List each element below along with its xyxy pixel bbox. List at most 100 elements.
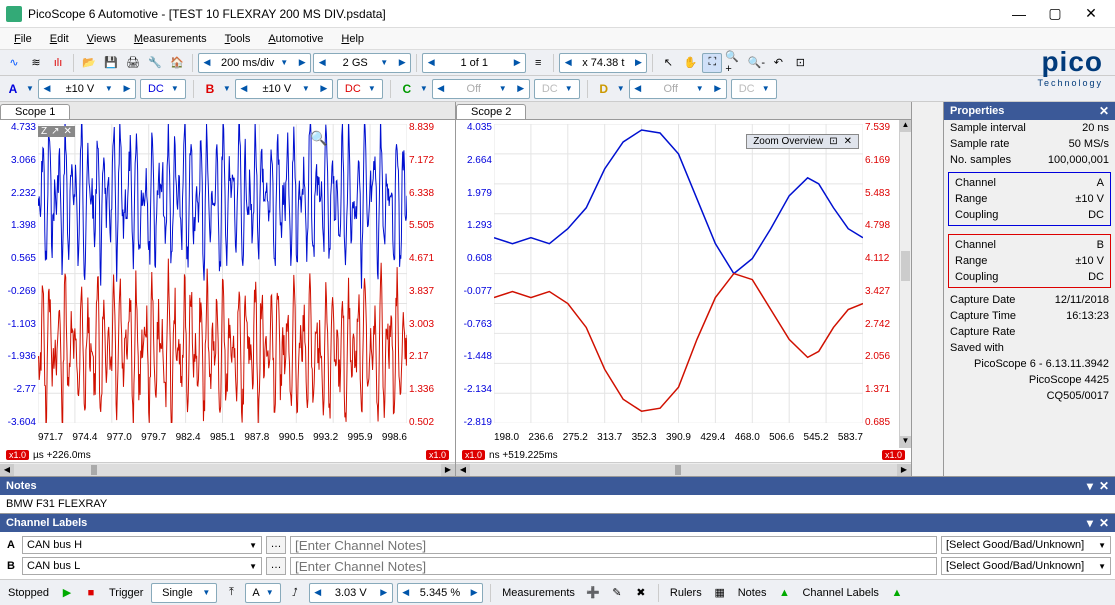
- channel-label-combo[interactable]: CAN bus L▼: [22, 557, 262, 575]
- prev-button[interactable]: ◀: [560, 54, 576, 72]
- save-icon[interactable]: 💾: [101, 53, 121, 73]
- channel-notes-input[interactable]: [290, 536, 937, 554]
- next-button[interactable]: ▶: [394, 54, 410, 72]
- menu-automotive[interactable]: Automotive: [260, 31, 331, 47]
- trigger-mode[interactable]: Single▼: [151, 583, 217, 603]
- pin-icon[interactable]: ▾: [1087, 516, 1093, 530]
- trigger-pretrigger[interactable]: ◀5.345 %▶: [397, 583, 483, 603]
- undo-zoom-icon[interactable]: ↶: [768, 53, 788, 73]
- magnifier-icon[interactable]: 🔍: [310, 130, 327, 147]
- zoom-in-icon[interactable]: 🔍+: [724, 53, 744, 73]
- channel-label-more-button[interactable]: …: [266, 536, 286, 554]
- ch-a-coupling[interactable]: DC▼: [140, 79, 186, 99]
- rulers-icon[interactable]: ▦: [710, 583, 730, 603]
- chanlabels-toggle-label: Channel Labels: [798, 587, 882, 599]
- trigger-label: Trigger: [105, 587, 147, 599]
- pin-icon: ⊡: [829, 136, 837, 147]
- ch-c-range[interactable]: ◀Off▼▶: [432, 79, 530, 99]
- close-icon[interactable]: ✕: [1099, 516, 1109, 530]
- open-icon[interactable]: 📂: [79, 53, 99, 73]
- scope-2-plot[interactable]: 4.0352.6641.9791.2930.608-0.077-0.763-1.…: [456, 120, 911, 448]
- badge-left: x1.0: [462, 450, 485, 460]
- rising-edge-icon[interactable]: ⭜: [285, 583, 305, 603]
- stop-button[interactable]: ■: [81, 583, 101, 603]
- add-measurement-icon[interactable]: ➕: [583, 583, 603, 603]
- pin-icon[interactable]: ▾: [1087, 479, 1093, 493]
- chanlabels-toggle-icon[interactable]: ▲: [887, 583, 907, 603]
- close-icon[interactable]: ✕: [1099, 104, 1109, 118]
- channel-notes-input[interactable]: [290, 557, 937, 575]
- run-button[interactable]: ▶: [57, 583, 77, 603]
- close-icon[interactable]: ✕: [1099, 479, 1109, 493]
- timebase-spinbox[interactable]: ◀ 200 ms/div ▼ ▶: [198, 53, 311, 73]
- delete-measurement-icon[interactable]: ✖: [631, 583, 651, 603]
- trigger-level[interactable]: ◀3.03 V▶: [309, 583, 393, 603]
- dropdown-icon[interactable]: ▼: [280, 58, 294, 67]
- maximize-button[interactable]: ▢: [1037, 3, 1073, 25]
- menu-edit[interactable]: Edit: [42, 31, 77, 47]
- notes-text[interactable]: BMW F31 FLEXRAY: [0, 495, 1115, 513]
- last-button[interactable]: ▶: [509, 54, 525, 72]
- close-button[interactable]: ✕: [1073, 3, 1109, 25]
- scope-2-vscroll[interactable]: ▲▼: [899, 120, 911, 448]
- scope-1-panel: Scope 1 4.7333.0662.2321.3980.565-0.269-…: [0, 102, 456, 476]
- next-button[interactable]: ▶: [294, 54, 310, 72]
- print-icon[interactable]: 🖨: [123, 53, 143, 73]
- zoom-select-icon[interactable]: ⛶: [702, 53, 722, 73]
- zoom-full-icon[interactable]: ⊡: [790, 53, 810, 73]
- prev-button[interactable]: ◀: [314, 54, 330, 72]
- menu-help[interactable]: Help: [333, 31, 372, 47]
- hand-icon[interactable]: ✋: [680, 53, 700, 73]
- pointer-icon[interactable]: ↖: [658, 53, 678, 73]
- trigger-channel[interactable]: A▼: [245, 583, 280, 603]
- channel-label-more-button[interactable]: …: [266, 557, 286, 575]
- minimize-button[interactable]: —: [1001, 3, 1037, 25]
- notes-toggle-icon[interactable]: ▲: [774, 583, 794, 603]
- scope-1-hscroll[interactable]: ◀▶: [0, 462, 455, 476]
- spectrum-icon[interactable]: ılı: [48, 53, 68, 73]
- dropdown-icon[interactable]: ▼: [380, 58, 394, 67]
- next-button[interactable]: ▶: [630, 54, 646, 72]
- channel-b-label[interactable]: B: [201, 82, 219, 96]
- ch-d-coupling[interactable]: DC▼: [731, 79, 777, 99]
- channel-d-label[interactable]: D: [595, 82, 613, 96]
- ch-b-coupling[interactable]: DC▼: [337, 79, 383, 99]
- ch-b-range[interactable]: ◀±10 V▼▶: [235, 79, 333, 99]
- edit-measurement-icon[interactable]: ✎: [607, 583, 627, 603]
- toolbar-overlay[interactable]: Z↗✕: [38, 126, 75, 137]
- channel-c-label[interactable]: C: [398, 82, 416, 96]
- buffer-list-icon[interactable]: ≡: [528, 53, 548, 73]
- home-icon[interactable]: 🏠: [167, 53, 187, 73]
- zoom-overview-box[interactable]: Zoom Overview⊡✕: [746, 134, 859, 149]
- badge-left: x1.0: [6, 450, 29, 460]
- status-bar: Stopped ▶ ■ Trigger Single▼ ⤒ A▼ ⭜ ◀3.03…: [0, 579, 1115, 605]
- trigger-edge-icon[interactable]: ⤒: [221, 583, 241, 603]
- zoom-out-icon[interactable]: 🔍-: [746, 53, 766, 73]
- channel-a-label[interactable]: A: [4, 82, 22, 96]
- zoom-spinbox[interactable]: ◀ x 74.38 t ▶: [559, 53, 647, 73]
- scope-2-tab[interactable]: Scope 2: [456, 104, 526, 119]
- channel-goodbad-combo[interactable]: [Select Good/Bad/Unknown]▼: [941, 536, 1111, 554]
- ch-c-coupling[interactable]: DC▼: [534, 79, 580, 99]
- badge-right: x1.0: [882, 450, 905, 460]
- scope-2-hscroll[interactable]: ◀▶: [456, 462, 911, 476]
- notes-toggle-label: Notes: [734, 587, 771, 599]
- persistence-icon[interactable]: ≋: [26, 53, 46, 73]
- scope-1-plot[interactable]: 4.7333.0662.2321.3980.565-0.269-1.103-1.…: [0, 120, 455, 448]
- menu-views[interactable]: Views: [79, 31, 124, 47]
- first-button[interactable]: ◀: [423, 54, 439, 72]
- scope-mode-icon[interactable]: ∿: [4, 53, 24, 73]
- channel-goodbad-combo[interactable]: [Select Good/Bad/Unknown]▼: [941, 557, 1111, 575]
- menu-tools[interactable]: Tools: [217, 31, 259, 47]
- options-icon[interactable]: 🔧: [145, 53, 165, 73]
- ch-a-range[interactable]: ◀±10 V▼▶: [38, 79, 136, 99]
- samples-spinbox[interactable]: ◀ 2 GS ▼ ▶: [313, 53, 411, 73]
- scope-1-tab[interactable]: Scope 1: [0, 104, 70, 119]
- prev-button[interactable]: ◀: [199, 54, 215, 72]
- buffer-spinbox[interactable]: ◀ 1 of 1 ▶: [422, 53, 526, 73]
- menu-measurements[interactable]: Measurements: [126, 31, 215, 47]
- ch-d-range[interactable]: ◀Off▼▶: [629, 79, 727, 99]
- channel-label-row: B CAN bus L▼ … [Select Good/Bad/Unknown]…: [4, 557, 1111, 575]
- menu-file[interactable]: File: [6, 31, 40, 47]
- channel-label-combo[interactable]: CAN bus H▼: [22, 536, 262, 554]
